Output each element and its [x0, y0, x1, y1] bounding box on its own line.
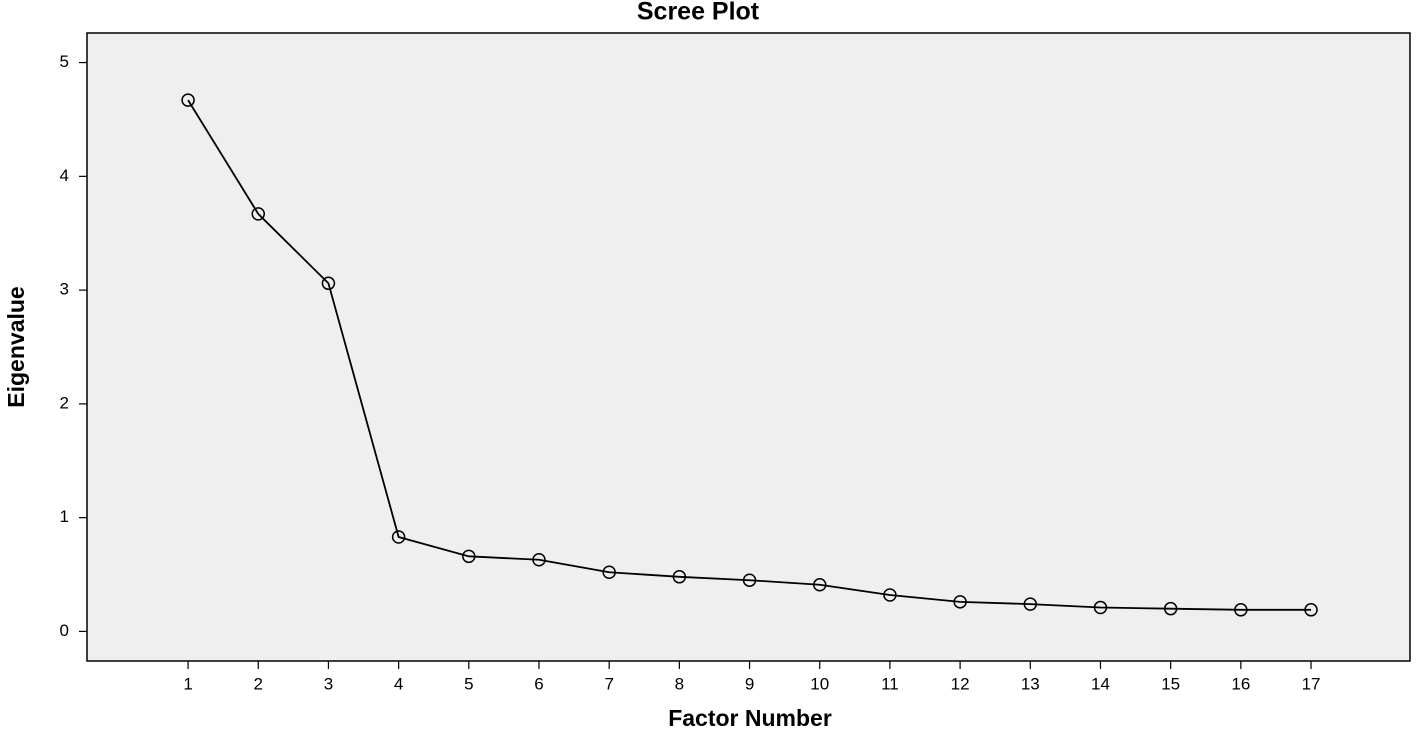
- y-tick-label: 5: [60, 52, 69, 71]
- x-tick-label: 10: [810, 674, 829, 693]
- point: [602, 565, 616, 580]
- x-tick-label: 13: [1021, 674, 1040, 693]
- point: [1093, 600, 1108, 615]
- x-tick-label: 7: [604, 674, 613, 693]
- line: [187, 99, 1312, 611]
- point: [1304, 603, 1318, 617]
- x-tick-label: 17: [1302, 674, 1321, 693]
- y-tick-label: 4: [60, 166, 69, 185]
- point: [883, 588, 897, 602]
- point: [391, 530, 406, 544]
- point: [672, 570, 687, 584]
- point: [1234, 603, 1248, 617]
- x-tick-label: 9: [745, 674, 754, 693]
- point: [953, 595, 967, 609]
- y-tick-label: 3: [60, 280, 69, 299]
- y-tick-label: 0: [60, 621, 69, 640]
- point: [321, 276, 336, 291]
- x-tick-label: 5: [464, 674, 473, 693]
- point: [532, 552, 546, 567]
- x-tick-label: 14: [1091, 674, 1110, 693]
- x-tick-label: 12: [951, 674, 970, 693]
- y-tick-label: 1: [60, 507, 69, 526]
- point: [462, 549, 476, 564]
- x-tick-label: 4: [394, 674, 403, 693]
- point: [251, 207, 266, 221]
- x-tick-label: 11: [881, 674, 899, 693]
- x-axis-title: Factor Number: [668, 705, 832, 731]
- y-tick-label: 2: [60, 393, 69, 412]
- point: [1023, 597, 1038, 611]
- point: [742, 573, 757, 587]
- x-tick-label: 16: [1231, 674, 1250, 693]
- plot-area: [86, 32, 1411, 662]
- chart-title: Scree Plot: [637, 0, 760, 26]
- x-tick-label: 2: [254, 674, 263, 693]
- point: [1163, 601, 1178, 616]
- x-tick-label: 1: [183, 674, 192, 693]
- y-axis-title: Eigenvalue: [3, 286, 29, 407]
- point: [812, 578, 827, 592]
- x-tick-label: 8: [675, 674, 684, 693]
- x-tick-label: 15: [1161, 674, 1180, 693]
- x-tick-label: 3: [324, 674, 333, 693]
- point: [181, 93, 195, 107]
- x-tick-label: 6: [534, 674, 543, 693]
